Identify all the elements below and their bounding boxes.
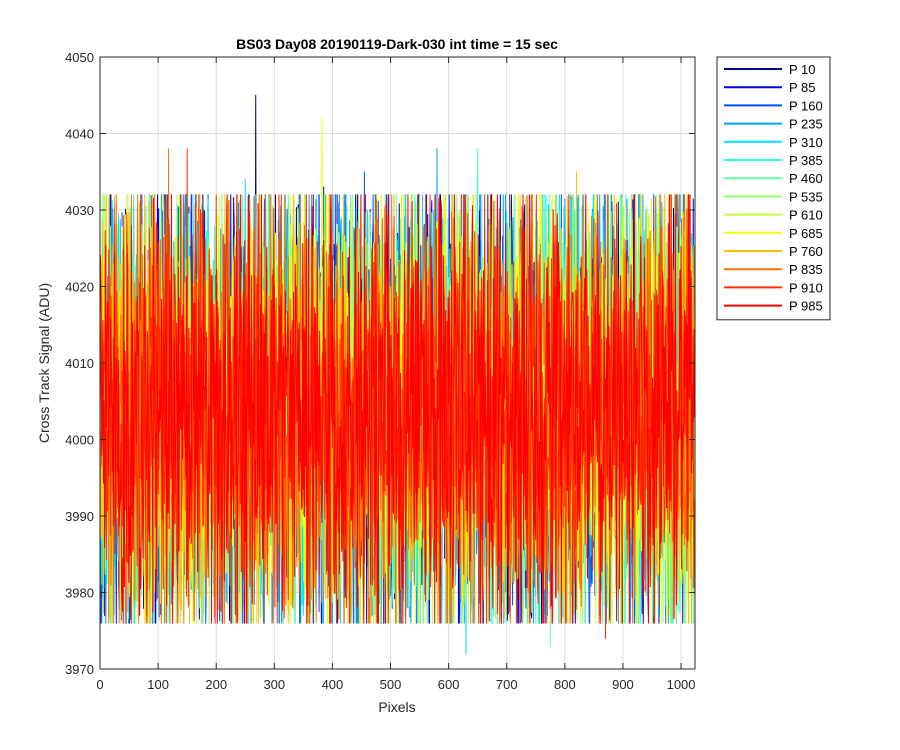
series-layer bbox=[99, 94, 695, 655]
legend-label: P 85 bbox=[789, 80, 816, 95]
y-tick-label: 4010 bbox=[65, 356, 94, 371]
series-line-p985 bbox=[99, 194, 695, 624]
legend-box bbox=[716, 56, 831, 321]
legend: P 10 P 85 P 160 P 235 P 310 P 385 P 460 P 535 P … bbox=[716, 56, 831, 321]
y-tick-label: 3970 bbox=[65, 662, 94, 677]
legend-label: P 610 bbox=[789, 208, 823, 223]
x-tick-label: 1000 bbox=[667, 677, 696, 692]
x-tick-label: 700 bbox=[496, 677, 518, 692]
x-tick-label: 200 bbox=[205, 677, 227, 692]
x-tick-label: 0 bbox=[96, 677, 103, 692]
x-tick-label: 800 bbox=[554, 677, 576, 692]
legend-label: P 760 bbox=[789, 244, 823, 259]
legend-label: P 985 bbox=[789, 299, 823, 314]
legend-label: P 235 bbox=[789, 117, 823, 132]
x-tick-label: 600 bbox=[438, 677, 460, 692]
legend-label: P 310 bbox=[789, 135, 823, 150]
legend-label: P 910 bbox=[789, 280, 823, 295]
y-tick-label: 3980 bbox=[65, 586, 94, 601]
chart-title: BS03 Day08 20190119-Dark-030 int time = … bbox=[236, 36, 558, 52]
x-tick-label: 300 bbox=[263, 677, 285, 692]
legend-label: P 10 bbox=[789, 62, 816, 77]
legend-label: P 835 bbox=[789, 262, 823, 277]
y-tick-label: 3990 bbox=[65, 509, 94, 524]
axis-tick-labels: 0 100 200 300 400 500 600 700 800 900 1000 3970 3980… bbox=[65, 50, 695, 692]
x-axis-label: Pixels bbox=[378, 699, 415, 715]
y-tick-label: 4030 bbox=[65, 203, 94, 218]
x-tick-label: 900 bbox=[612, 677, 634, 692]
legend-label: P 385 bbox=[789, 153, 823, 168]
legend-label: P 160 bbox=[789, 98, 823, 113]
y-tick-label: 4020 bbox=[65, 280, 94, 295]
axis-ticks bbox=[99, 56, 695, 670]
y-tick-label: 4040 bbox=[65, 127, 94, 142]
y-tick-label: 4050 bbox=[65, 50, 94, 65]
x-tick-label: 500 bbox=[380, 677, 402, 692]
legend-label: P 535 bbox=[789, 189, 823, 204]
y-tick-label: 4000 bbox=[65, 433, 94, 448]
legend-label: P 460 bbox=[789, 171, 823, 186]
legend-label: P 685 bbox=[789, 226, 823, 241]
x-tick-label: 100 bbox=[147, 677, 169, 692]
x-tick-label: 400 bbox=[322, 677, 344, 692]
y-axis-label: Cross Track Signal (ADU) bbox=[36, 283, 52, 443]
